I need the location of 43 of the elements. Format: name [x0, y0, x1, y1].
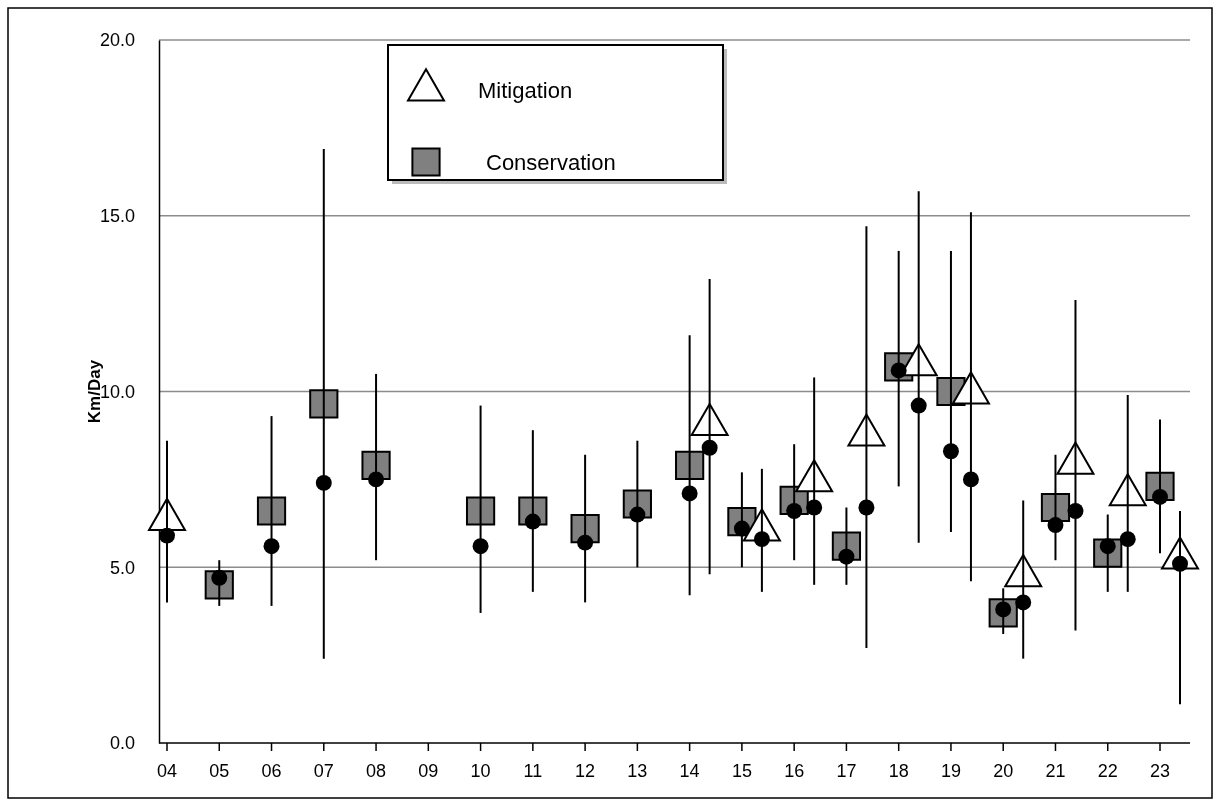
point	[1152, 488, 1168, 505]
point	[368, 471, 385, 488]
x-tick-label: 23	[1149, 761, 1171, 781]
x-tick-label: 14	[679, 761, 700, 781]
x-tick-label: 05	[209, 761, 230, 781]
point	[309, 389, 339, 419]
y-tick-label: 0.0	[109, 733, 135, 754]
x-tick-label: 09	[418, 761, 439, 781]
point	[838, 548, 855, 565]
point	[159, 527, 175, 544]
point	[786, 503, 803, 519]
point	[465, 496, 496, 526]
point	[524, 513, 541, 530]
x-tick-label: 04	[156, 761, 178, 781]
x-tick-label: 08	[366, 761, 387, 781]
y-tick-label: 20.0	[99, 30, 135, 51]
point	[263, 538, 280, 555]
point	[472, 538, 489, 555]
x-tick-label: 20	[993, 761, 1014, 781]
x-tick-label: 15	[731, 761, 752, 781]
x-tick-label: 21	[1045, 761, 1066, 781]
y-tick-label: 5.0	[109, 557, 135, 578]
point	[1047, 517, 1064, 534]
x-tick-label: 07	[313, 761, 334, 781]
point	[629, 506, 646, 523]
legend-label: Conservation	[486, 150, 616, 175]
x-tick-label: 06	[261, 761, 282, 781]
x-tick-label: 10	[470, 761, 491, 781]
x-tick-label: 22	[1097, 761, 1118, 781]
x-tick-label: 17	[836, 761, 857, 781]
point	[675, 450, 705, 480]
point	[942, 443, 959, 460]
x-tick-label: 16	[784, 761, 805, 781]
point	[681, 485, 698, 502]
x-tick-label: 19	[940, 761, 961, 781]
x-tick-label: 13	[627, 761, 648, 781]
x-tick-label: 12	[575, 761, 596, 781]
x-tick-label: 18	[888, 761, 909, 781]
point	[577, 534, 594, 551]
x-tick-label: 11	[523, 761, 543, 781]
point	[315, 474, 332, 491]
legend-label: Mitigation	[478, 78, 573, 103]
y-tick-label: 15.0	[99, 206, 135, 227]
